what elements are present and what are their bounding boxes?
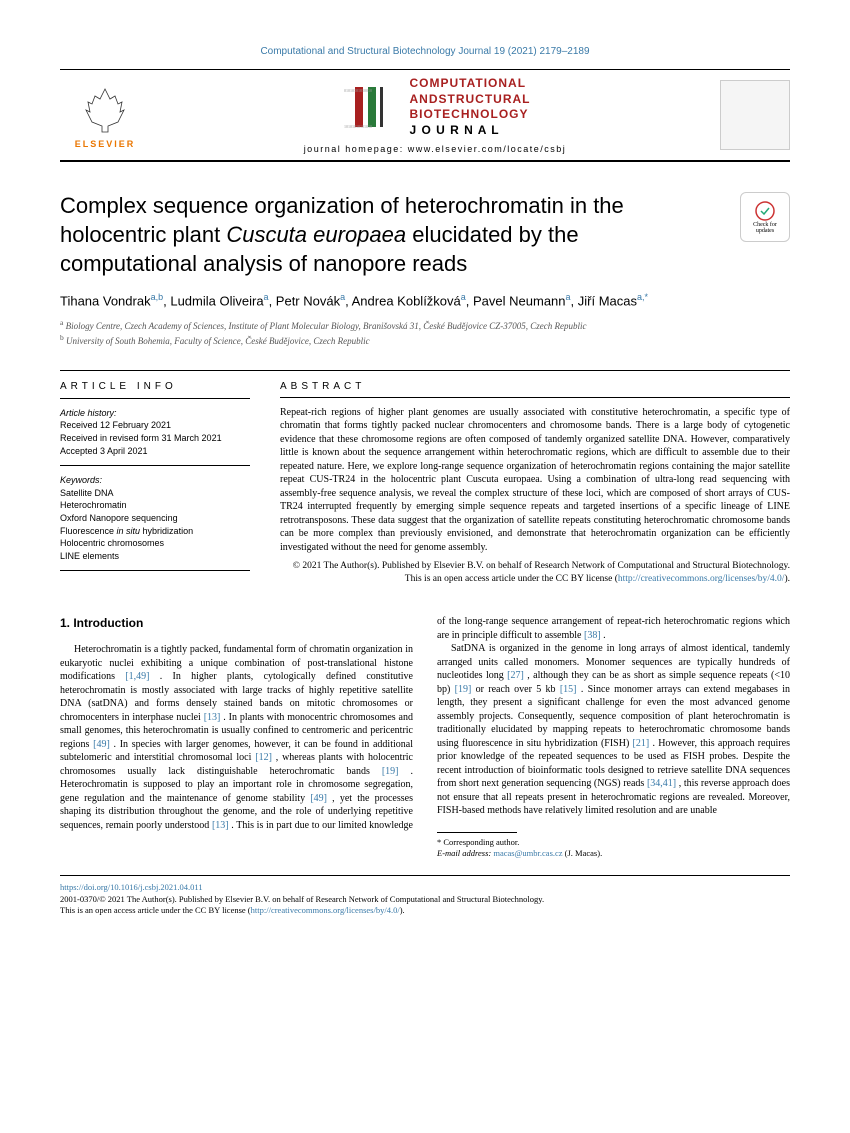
section-1-heading: 1. Introduction (60, 615, 413, 631)
elsevier-tree-icon (75, 82, 135, 137)
cover-thumbnail (720, 80, 790, 150)
author: Ludmila Oliveira (170, 293, 263, 308)
article-info-heading: ARTICLE INFO (60, 381, 250, 399)
authors-list: Tihana Vondraka,b, Ludmila Oliveiraa, Pe… (60, 292, 790, 308)
citation-header: Computational and Structural Biotechnolo… (60, 40, 790, 69)
footnotes: * Corresponding author. E-mail address: … (437, 837, 790, 859)
ref-link[interactable]: [49] (310, 793, 327, 804)
journal-homepage: journal homepage: www.elsevier.com/locat… (150, 144, 720, 154)
doi-link[interactable]: https://doi.org/10.1016/j.csbj.2021.04.0… (60, 882, 790, 894)
author: Pavel Neumann (473, 293, 566, 308)
author: Tihana Vondrak (60, 293, 151, 308)
footer-info: https://doi.org/10.1016/j.csbj.2021.04.0… (60, 875, 790, 918)
article-history: Article history: Received 12 February 20… (60, 399, 250, 466)
intro-para-2: SatDNA is organized in the genome in lon… (437, 642, 790, 818)
author: Jiří Macas (578, 293, 637, 308)
affiliations: a Biology Centre, Czech Academy of Scien… (60, 318, 790, 347)
journal-name-4: J O U R N A L (410, 123, 531, 139)
journal-logo: 01010101010010 10101010101010 COMPUTATIO… (340, 76, 531, 138)
ref-link[interactable]: [19] (455, 684, 472, 695)
journal-header: ELSEVIER 01010101010010 10101010101010 C… (60, 69, 790, 162)
license-link[interactable]: http://creativecommons.org/licenses/by/4… (618, 574, 785, 584)
elsevier-label: ELSEVIER (60, 139, 150, 149)
author: Andrea Koblížková (352, 293, 461, 308)
ref-link[interactable]: [13] (204, 712, 221, 723)
journal-name-3: BIOTECHNOLOGY (410, 107, 531, 123)
ref-link[interactable]: [27] (507, 670, 524, 681)
svg-text:01010101010010: 01010101010010 (344, 88, 372, 93)
check-updates-badge[interactable]: Check for updates (740, 192, 790, 242)
ref-link[interactable]: [1,49] (125, 671, 149, 682)
check-updates-icon (754, 200, 776, 222)
abstract-heading: ABSTRACT (280, 381, 790, 398)
ref-link[interactable]: [19] (382, 766, 399, 777)
ref-link[interactable]: [49] (93, 739, 110, 750)
journal-graphic-icon: 01010101010010 10101010101010 (340, 82, 400, 132)
journal-name-1: COMPUTATIONAL (410, 76, 531, 92)
svg-text:10101010101010: 10101010101010 (344, 124, 372, 129)
ref-link[interactable]: [12] (255, 752, 272, 763)
license-link[interactable]: http://creativecommons.org/licenses/by/4… (251, 905, 400, 915)
abstract-copyright: © 2021 The Author(s). Published by Elsev… (280, 560, 790, 585)
check-updates-label: Check for updates (745, 222, 785, 234)
elsevier-logo: ELSEVIER (60, 82, 150, 149)
ref-link[interactable]: [21] (633, 738, 650, 749)
ref-link[interactable]: [38] (584, 630, 601, 641)
author: Petr Novák (276, 293, 340, 308)
ref-link[interactable]: [15] (560, 684, 577, 695)
keywords: Keywords: Satellite DNAHeterochromatinOx… (60, 466, 250, 571)
ref-link[interactable]: [34,41] (647, 778, 676, 789)
journal-name-2: ANDSTRUCTURAL (410, 92, 531, 108)
abstract-text: Repeat-rich regions of higher plant geno… (280, 397, 790, 555)
email-link[interactable]: macas@umbr.cas.cz (493, 848, 562, 858)
article-title: Complex sequence organization of heteroc… (60, 192, 720, 278)
ref-link[interactable]: [13] (212, 820, 229, 831)
